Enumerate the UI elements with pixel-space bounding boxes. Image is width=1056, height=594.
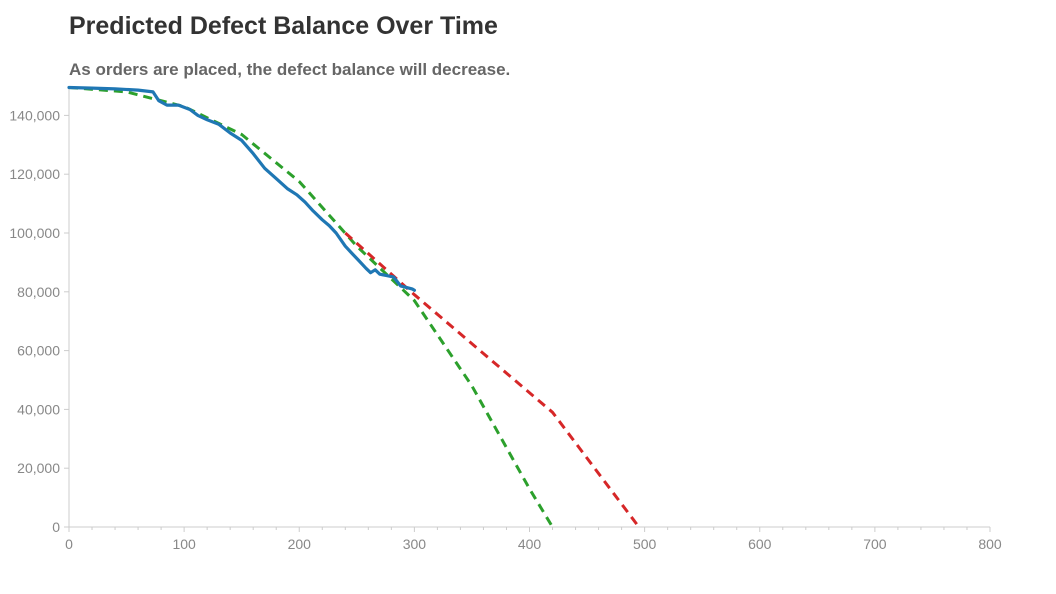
x-tick-label: 200: [288, 536, 312, 552]
x-tick-label: 700: [863, 536, 887, 552]
actual-balance-line: [67, 85, 416, 292]
series-layer: [67, 85, 641, 528]
x-tick-label: 800: [978, 536, 1002, 552]
y-tick-label: 60,000: [17, 343, 60, 359]
linear-forecast-line: [344, 231, 641, 528]
y-tick-label: 100,000: [9, 225, 60, 241]
chart-title: Predicted Defect Balance Over Time: [69, 12, 498, 40]
x-tick-label: 400: [518, 536, 542, 552]
y-tick-label: 80,000: [17, 284, 60, 300]
axes-layer: 0 100 200 300 400 500 600 700 800 0 20,000 40,000 60…: [9, 86, 1002, 552]
x-tick-label: 0: [65, 536, 73, 552]
x-tick-label: 500: [633, 536, 657, 552]
y-tick-label: 140,000: [9, 107, 60, 123]
y-tick-label: 0: [52, 519, 60, 535]
x-tick-label: 600: [748, 536, 772, 552]
y-tick-label: 20,000: [17, 460, 60, 476]
x-tick-label: 300: [403, 536, 427, 552]
chart-subtitle: As orders are placed, the defect balance…: [69, 60, 511, 79]
quadratic-forecast-line: [68, 86, 554, 528]
x-tick-label: 100: [172, 536, 196, 552]
y-tick-label: 40,000: [17, 401, 60, 417]
y-tick-label: 120,000: [9, 166, 60, 182]
